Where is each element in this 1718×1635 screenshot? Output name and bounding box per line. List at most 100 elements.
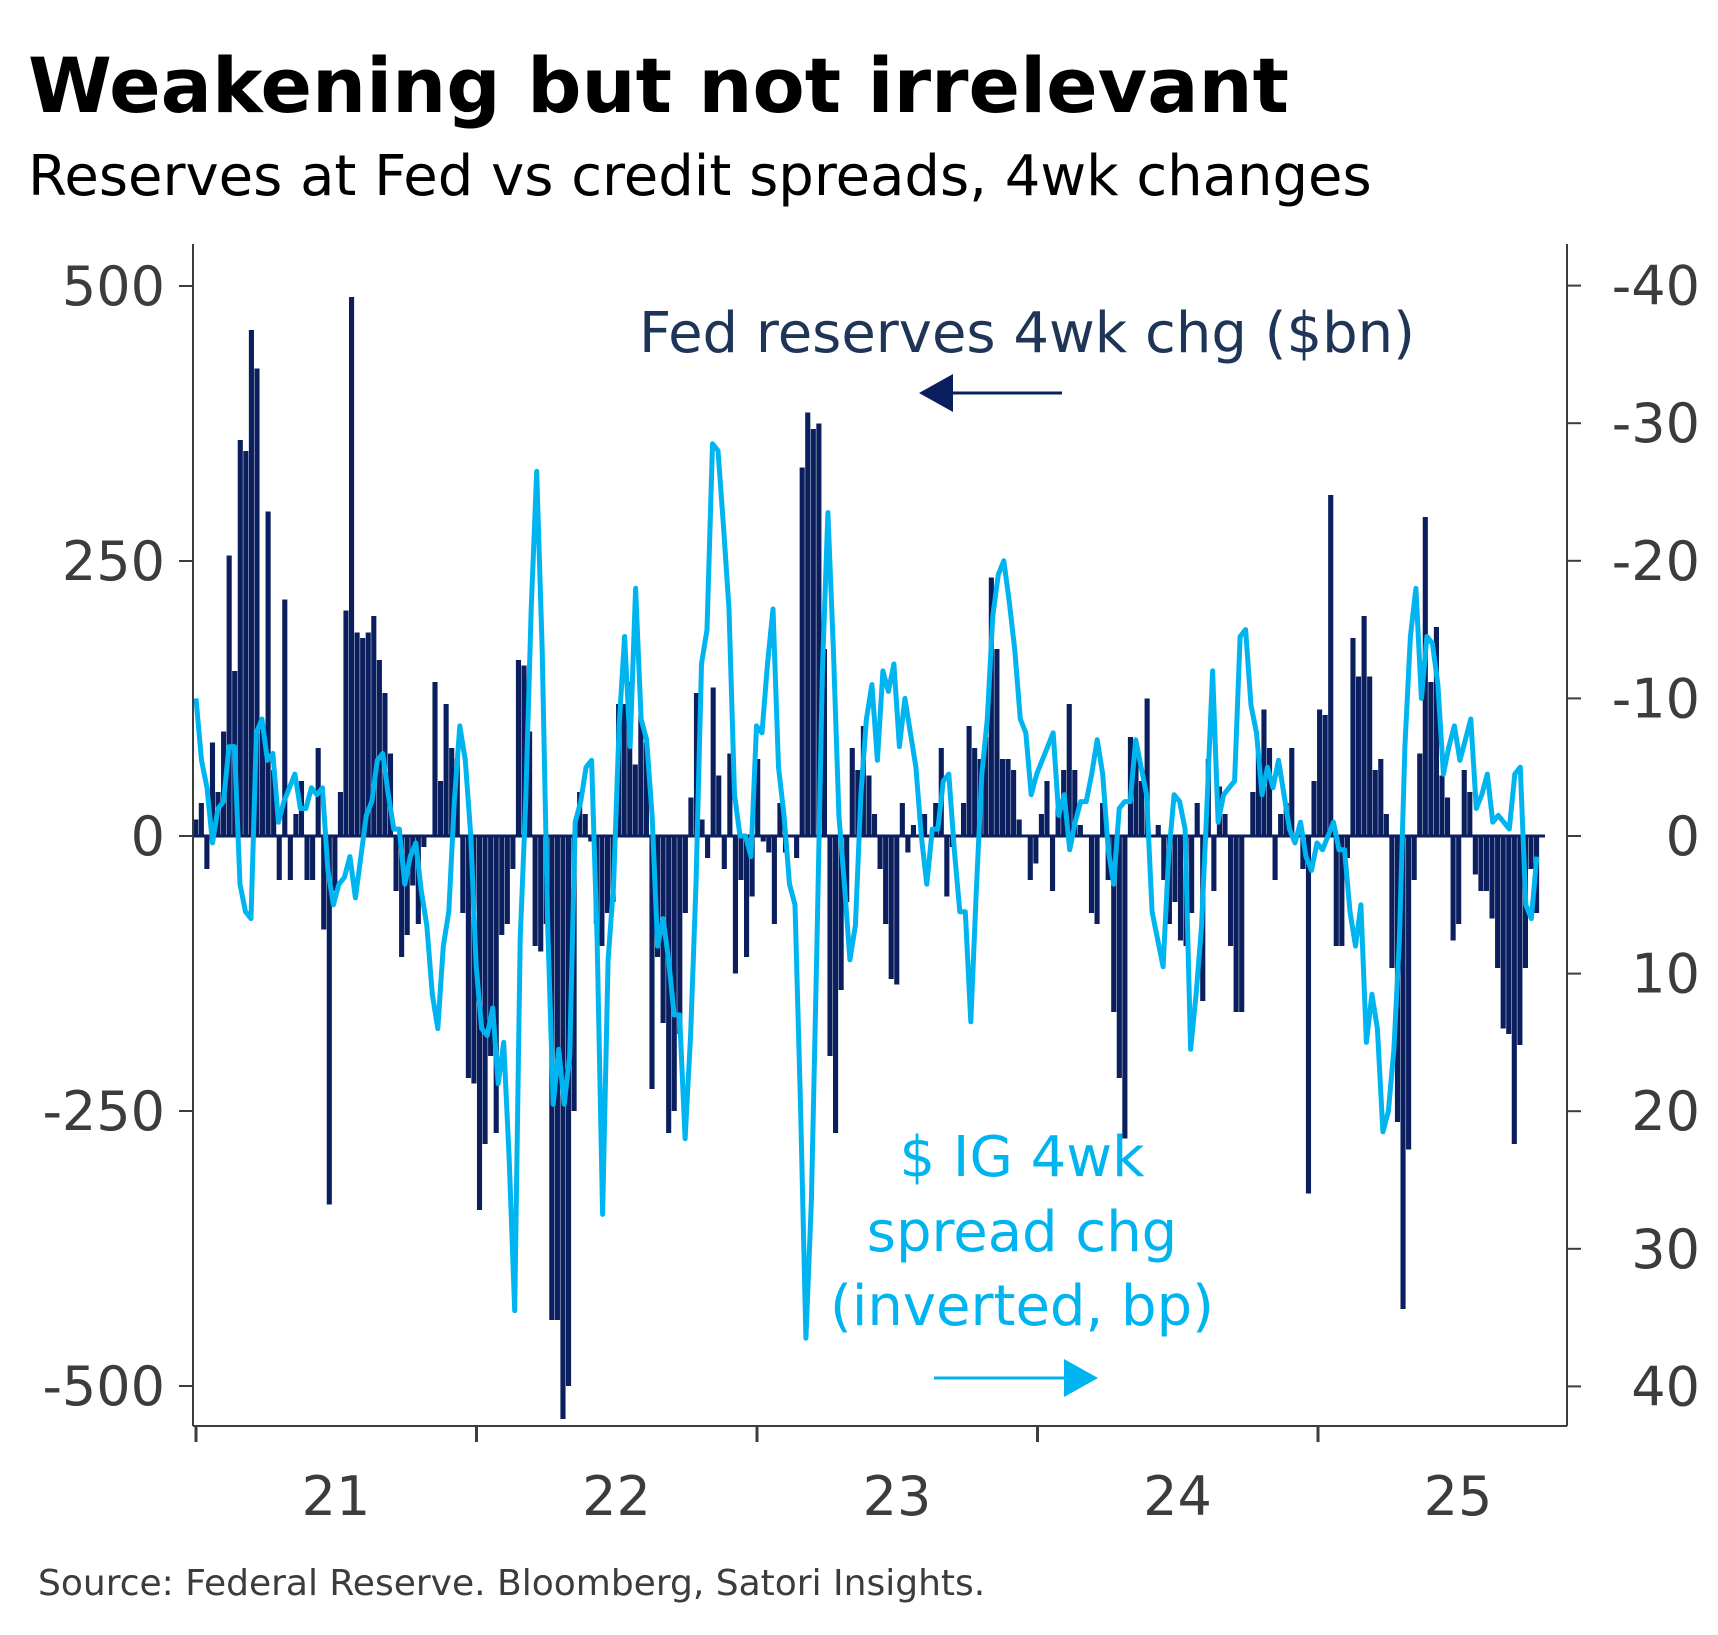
reserves-bar [972, 748, 978, 836]
reserves-bar [1483, 836, 1490, 891]
reserves-bar [821, 649, 828, 836]
reserves-bar [1122, 836, 1128, 1139]
reserves-bar [1389, 836, 1395, 968]
reserves-bar [1228, 836, 1234, 946]
right-axis: -40 -30 -20 -10 0 10 20 30 40 [1567, 255, 1700, 1418]
reserves-bar [632, 764, 638, 836]
right-tick-label: 40 [1631, 1355, 1700, 1418]
reserves-bar [365, 632, 371, 836]
reserves-bar [1194, 803, 1200, 836]
reserves-bar [1528, 836, 1534, 869]
reserves-bar [348, 297, 355, 836]
x-tick-label: 25 [1424, 1465, 1493, 1528]
spread-annotation-line3: (inverted, bp) [830, 1274, 1214, 1339]
reserves-bar [1177, 836, 1184, 941]
reserves-bar [287, 836, 293, 880]
reserves-bar [1517, 836, 1523, 1045]
reserves-bar [310, 836, 316, 880]
reserves-bar [404, 836, 410, 935]
reserves-bar [844, 836, 850, 902]
reserves-bar [944, 836, 950, 897]
chart-subtitle: Reserves at Fed vs credit spreads, 4wk c… [28, 144, 1372, 209]
reserves-bar [677, 836, 683, 1034]
reserves-bar [465, 836, 471, 1078]
reserves-bar [1311, 781, 1317, 836]
reserves-bar [1511, 836, 1517, 1144]
reserves-bar [682, 836, 688, 913]
reserves-bar [760, 836, 766, 842]
reserves-bar [254, 368, 260, 836]
reserves-bar [894, 836, 900, 985]
reserves-bar [1144, 698, 1150, 836]
left-tick-label: 0 [131, 805, 165, 868]
reserves-bar [454, 759, 460, 836]
reserves-bar [1444, 797, 1451, 836]
reserves-bar [833, 836, 839, 1133]
right-tick-label: -30 [1612, 392, 1700, 455]
reserves-bar [721, 836, 727, 869]
x-axis: 21 22 23 24 25 [194, 1426, 1493, 1528]
reserves-bar [1116, 836, 1122, 1078]
reserves-bar [204, 836, 210, 869]
reserves-bar [716, 775, 722, 836]
reserves-bar [371, 616, 377, 836]
reserves-bar [443, 704, 449, 836]
reserves-bar [1027, 836, 1033, 880]
reserves-bar [922, 814, 928, 836]
reserves-bar [816, 423, 822, 836]
reserves-bar [1111, 836, 1117, 1012]
reserves-bar [1411, 836, 1417, 880]
reserves-bar [705, 836, 711, 858]
reserves-bar [1500, 836, 1506, 1029]
reserves-bar [1456, 836, 1462, 924]
reserves-bar [1333, 836, 1339, 946]
reserves-bar [855, 770, 861, 836]
reserves-bar [1339, 836, 1345, 946]
reserves-bar [627, 682, 633, 836]
right-tick-label: 0 [1666, 805, 1700, 868]
reserves-bar [560, 836, 566, 1419]
reserves-bar [1038, 814, 1044, 836]
reserves-bar [538, 836, 544, 952]
reserves-bar [515, 660, 522, 836]
reserves-bar [983, 737, 989, 836]
reserves-bar [1472, 836, 1478, 875]
reserves-bar [1344, 836, 1350, 858]
reserves-bar [565, 836, 572, 1386]
reserves-bar [794, 836, 800, 858]
reserves-bar [1495, 836, 1501, 968]
reserves-bar [621, 704, 627, 836]
reserves-bar [243, 451, 249, 836]
reserves-bar [643, 742, 649, 836]
reserves-bar [504, 836, 510, 924]
reserves-bar [1044, 781, 1050, 836]
reserves-bar [1033, 836, 1039, 864]
reserves-bar [1139, 781, 1145, 836]
reserves-bar [1433, 627, 1439, 836]
reserves-bar [282, 599, 288, 836]
reserves-bar [799, 467, 805, 836]
reserves-bar [493, 836, 499, 1133]
x-tick-label: 23 [863, 1465, 932, 1528]
reserves-bar [1211, 836, 1217, 891]
x-tick-label: 22 [582, 1465, 651, 1528]
reserves-bar [237, 440, 243, 836]
reserves-bar [1305, 836, 1312, 1194]
reserves-bar [749, 836, 755, 897]
reserves-bar [1355, 676, 1362, 836]
reserves-bar [1428, 682, 1434, 836]
chart-title: Weakening but not irrelevant [28, 41, 1289, 130]
reserves-bar [899, 803, 905, 836]
reserves-bar [209, 742, 216, 836]
reserves-bar [1278, 814, 1284, 836]
reserves-bar [360, 638, 366, 836]
left-tick-label: 250 [62, 530, 165, 593]
right-tick-label: -20 [1612, 530, 1700, 593]
reserves-bar [326, 836, 332, 1205]
reserves-bar [1133, 748, 1139, 836]
reserves-bar [332, 836, 338, 891]
reserves-bar [532, 836, 538, 946]
reserves-bar [1450, 836, 1456, 941]
spread-annotation-line2: spread chg [867, 1200, 1177, 1265]
